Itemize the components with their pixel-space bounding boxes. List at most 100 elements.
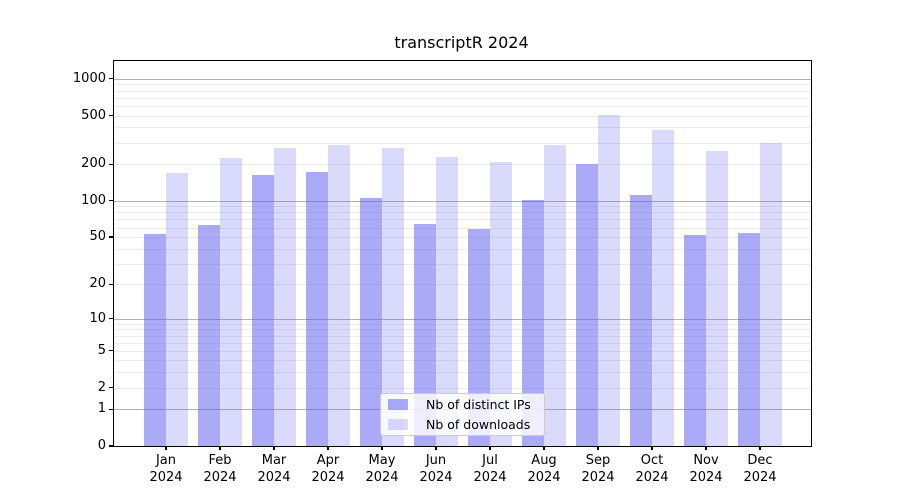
y-tick-label: 5 xyxy=(97,342,106,358)
y-tick-mark xyxy=(109,283,114,285)
y-tick-label: 1 xyxy=(97,401,106,417)
x-tick-mark xyxy=(273,446,275,450)
y-tick-mark xyxy=(109,114,114,117)
x-tick-mark xyxy=(543,446,545,450)
bar-downloads xyxy=(166,173,188,446)
minor-gridline xyxy=(114,284,811,286)
y-tick-label: 500 xyxy=(81,107,106,123)
bar-distinct-ips xyxy=(144,234,166,446)
y-tick-label: 200 xyxy=(81,156,106,172)
minor-gridline xyxy=(114,142,811,144)
minor-gridline xyxy=(114,350,811,352)
x-tick-label: Mar 2024 xyxy=(257,453,291,485)
minor-gridline xyxy=(114,335,811,337)
y-tick-mark xyxy=(109,236,114,238)
minor-gridline xyxy=(114,237,811,238)
minor-gridline xyxy=(114,323,811,325)
bar-downloads xyxy=(328,145,350,446)
bar-downloads xyxy=(382,147,404,446)
y-tick-label: 10 xyxy=(89,310,106,326)
x-tick-mark xyxy=(327,446,329,450)
y-tick-mark xyxy=(109,317,114,320)
minor-gridline xyxy=(114,164,811,166)
bar-downloads xyxy=(652,130,674,446)
x-tick-label: Sep 2024 xyxy=(581,453,615,485)
bar-distinct-ips xyxy=(738,233,760,446)
bar-distinct-ips xyxy=(414,224,436,446)
x-tick-label: Dec 2024 xyxy=(743,453,777,485)
minor-gridline xyxy=(114,387,811,389)
bar-downloads xyxy=(760,142,782,446)
legend-entry-distinct-ips: Nb of distinct IPs xyxy=(381,394,544,415)
bar-downloads xyxy=(274,147,296,446)
x-tick-mark xyxy=(759,446,761,450)
x-tick-mark xyxy=(597,446,599,450)
x-tick-mark xyxy=(381,446,383,450)
minor-gridline xyxy=(114,372,811,374)
bar-distinct-ips xyxy=(522,200,544,446)
bar-downloads xyxy=(220,157,242,446)
y-tick-mark xyxy=(109,78,114,80)
bar-downloads xyxy=(544,145,566,446)
minor-gridline xyxy=(114,248,811,250)
bar-downloads xyxy=(706,150,728,446)
y-tick-mark xyxy=(109,200,114,202)
bar-distinct-ips xyxy=(576,164,598,446)
x-tick-label: Jun 2024 xyxy=(419,453,453,485)
minor-gridline xyxy=(114,360,811,362)
y-tick-label: 50 xyxy=(89,229,106,244)
minor-gridline xyxy=(114,329,811,331)
bar-distinct-ips xyxy=(306,171,328,446)
bar-downloads xyxy=(436,156,458,446)
x-tick-mark xyxy=(705,446,707,450)
x-tick-label: Nov 2024 xyxy=(689,453,723,485)
x-tick-mark xyxy=(435,446,437,450)
bar-distinct-ips xyxy=(630,194,652,446)
y-tick-mark xyxy=(109,445,114,447)
minor-gridline xyxy=(114,263,811,265)
y-tick-label: 100 xyxy=(81,192,106,208)
x-tick-label: Feb 2024 xyxy=(203,453,237,485)
bar-distinct-ips xyxy=(468,229,490,446)
legend-label-distinct-ips: Nb of distinct IPs xyxy=(426,396,531,412)
chart-title: transcriptR 2024 xyxy=(394,33,529,52)
x-tick-label: Jul 2024 xyxy=(473,453,507,485)
x-tick-label: Oct 2024 xyxy=(635,453,669,485)
minor-gridline xyxy=(114,84,811,86)
legend-label-downloads: Nb of downloads xyxy=(426,417,531,433)
minor-gridline xyxy=(114,212,811,214)
bar-downloads xyxy=(598,115,620,446)
legend-swatch-downloads xyxy=(388,419,408,431)
x-tick-label: Jan 2024 xyxy=(149,453,183,485)
y-tick-mark xyxy=(109,350,114,352)
minor-gridline xyxy=(114,227,811,229)
minor-gridline xyxy=(114,105,811,107)
y-tick-mark xyxy=(109,387,114,389)
y-tick-label: 0 xyxy=(97,438,106,453)
legend: Nb of distinct IPs Nb of downloads xyxy=(380,393,545,436)
y-tick-label: 1000 xyxy=(72,70,106,86)
minor-gridline xyxy=(114,206,811,208)
x-tick-label: Aug 2024 xyxy=(527,453,561,485)
bar-distinct-ips xyxy=(252,175,274,446)
minor-gridline xyxy=(114,115,811,117)
bar-downloads xyxy=(490,161,512,446)
x-tick-label: May 2024 xyxy=(365,453,399,485)
minor-gridline xyxy=(114,127,811,129)
y-tick-label: 2 xyxy=(97,379,106,395)
bar-distinct-ips xyxy=(360,197,382,446)
y-tick-label: 20 xyxy=(89,276,106,292)
bar-distinct-ips xyxy=(684,234,706,446)
minor-gridline xyxy=(114,342,811,344)
major-gridline xyxy=(114,318,811,320)
y-tick-mark xyxy=(109,408,114,410)
x-tick-mark xyxy=(165,446,167,450)
x-tick-mark xyxy=(489,446,491,450)
legend-swatch-distinct-ips xyxy=(388,398,408,410)
minor-gridline xyxy=(114,219,811,221)
major-gridline xyxy=(114,78,811,80)
legend-entry-downloads: Nb of downloads xyxy=(381,415,544,436)
plot-area: Nb of distinct IPs Nb of downloads 0 1 2 5 1… xyxy=(73,60,812,485)
bar-distinct-ips xyxy=(198,224,220,446)
major-gridline xyxy=(114,200,811,202)
